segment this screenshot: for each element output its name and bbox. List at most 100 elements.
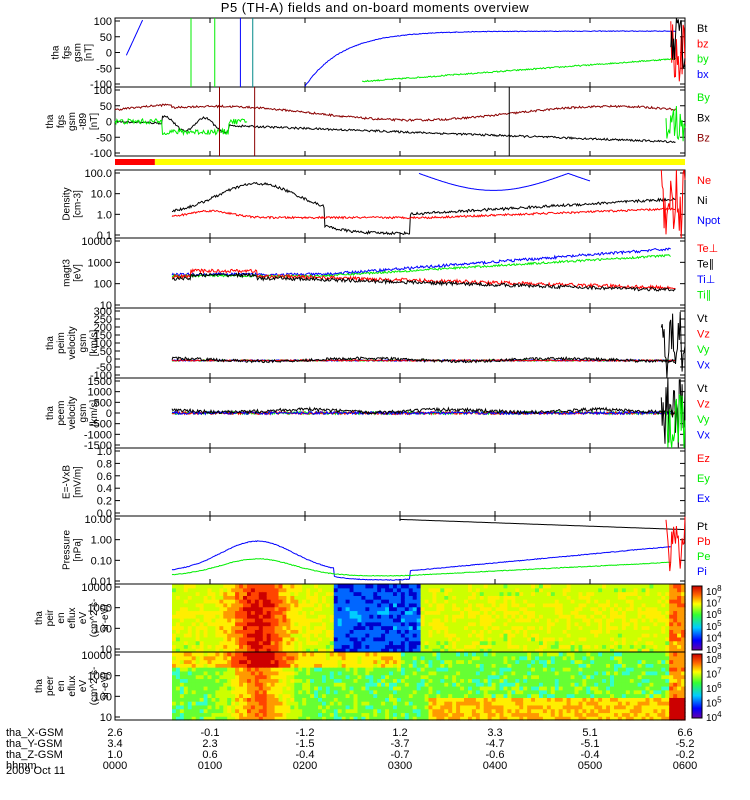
spectro-cell (254, 621, 260, 627)
spectro-cell (396, 667, 402, 672)
spectro-cell (227, 716, 232, 721)
spectro-cell (523, 640, 528, 646)
y-axis-label: [mV/m] (73, 466, 84, 498)
spectro-cell (661, 584, 666, 589)
spectro-cell (270, 636, 276, 642)
spectro-cell (578, 708, 584, 714)
spectro-cell (460, 625, 465, 630)
legend-Bt: Bt (697, 23, 707, 35)
spectro-cell (199, 629, 205, 634)
spectro-cell (231, 670, 236, 676)
spectro-cell (223, 704, 228, 710)
spectro-cell (286, 625, 291, 630)
spectro-cell (602, 701, 607, 706)
y-axis-label: Pressure (62, 530, 73, 570)
spectro-cell (657, 648, 662, 653)
spectro-cell (511, 655, 516, 661)
spectro-cell (578, 591, 584, 596)
spectro-cell (499, 708, 505, 714)
spectro-cell (558, 584, 564, 589)
spectro-cell (424, 674, 430, 680)
spectro-cell (254, 587, 260, 593)
spectro-cell (412, 652, 418, 657)
spectro-cell (247, 670, 252, 676)
spectro-cell (503, 697, 509, 702)
spectro-cell (195, 636, 201, 642)
spectro-cell (456, 674, 461, 680)
spectro-cell (617, 610, 623, 615)
spectro-cell (262, 599, 268, 604)
spectro-cell (511, 599, 516, 604)
spectro-cell (535, 674, 540, 680)
spectro-cell (385, 648, 390, 653)
spectro-cell (318, 670, 323, 676)
spectro-cell (199, 670, 205, 676)
spectro-cell (625, 648, 631, 653)
spectro-cell (231, 663, 236, 668)
spectro-cell (562, 606, 568, 612)
spectro-cell (247, 663, 252, 668)
spectro-cell (574, 602, 580, 608)
spectro-cell (408, 602, 414, 608)
spectro-cell (440, 686, 445, 691)
spectro-cell (606, 587, 611, 593)
spectro-cell (681, 614, 686, 619)
spectro-cell (183, 584, 189, 589)
spectro-cell (400, 712, 406, 717)
spectro-cell (574, 667, 580, 672)
spectro-cell (393, 595, 398, 600)
spectro-cell (389, 655, 394, 661)
spectro-cell (578, 670, 584, 676)
spectro-cell (661, 636, 666, 642)
spectro-cell (491, 716, 497, 721)
spectro-cell (471, 606, 477, 612)
spectro-cell (424, 712, 430, 717)
spectro-cell (444, 659, 449, 664)
spectro-cell (578, 652, 584, 657)
spectro-cell (420, 587, 426, 593)
spectro-cell (507, 606, 512, 612)
spectro-cell (400, 633, 406, 638)
spectro-cell (610, 686, 615, 691)
spectro-cell (329, 587, 335, 593)
spectro-cell (483, 644, 489, 649)
spectro-cell (247, 678, 252, 683)
spectro-cell (444, 633, 449, 638)
spectro-cell (428, 618, 434, 623)
spectro-cell (298, 587, 303, 593)
spectro-cell (554, 599, 560, 604)
spectro-cell (337, 621, 343, 627)
spectro-cell (641, 587, 647, 593)
spectro-cell (274, 716, 280, 721)
spectro-cell (633, 655, 639, 661)
spectro-cell (546, 648, 552, 653)
spectro-cell (519, 614, 524, 619)
spectro-cell (637, 659, 643, 664)
spectro-cell (286, 655, 291, 661)
spectro-cell (468, 689, 473, 695)
spectro-cell (460, 621, 465, 627)
spectro-cell (290, 708, 295, 714)
spectro-cell (523, 693, 528, 698)
spectro-cell (527, 678, 532, 683)
y-tick-label: 1000 (88, 257, 112, 269)
spectro-cell (570, 644, 576, 649)
spectro-cell (554, 633, 560, 638)
spectro-cell (448, 610, 453, 615)
spectro-cell (602, 708, 607, 714)
spectro-cell (432, 659, 437, 664)
spectro-cell (606, 659, 611, 664)
spectro-cell (262, 678, 268, 683)
spectro-cell (207, 652, 213, 657)
spectro-cell (606, 678, 611, 683)
spectro-cell (179, 621, 185, 627)
spectro-cell (243, 636, 248, 642)
spectro-cell (396, 693, 402, 698)
spectro-cell (270, 633, 276, 638)
spectro-cell (487, 602, 493, 608)
spectro-cell (203, 602, 209, 608)
spectro-cell (527, 621, 532, 627)
spectro-cell (341, 674, 347, 680)
spectro-cell (578, 636, 584, 642)
spectro-cell (456, 602, 461, 608)
